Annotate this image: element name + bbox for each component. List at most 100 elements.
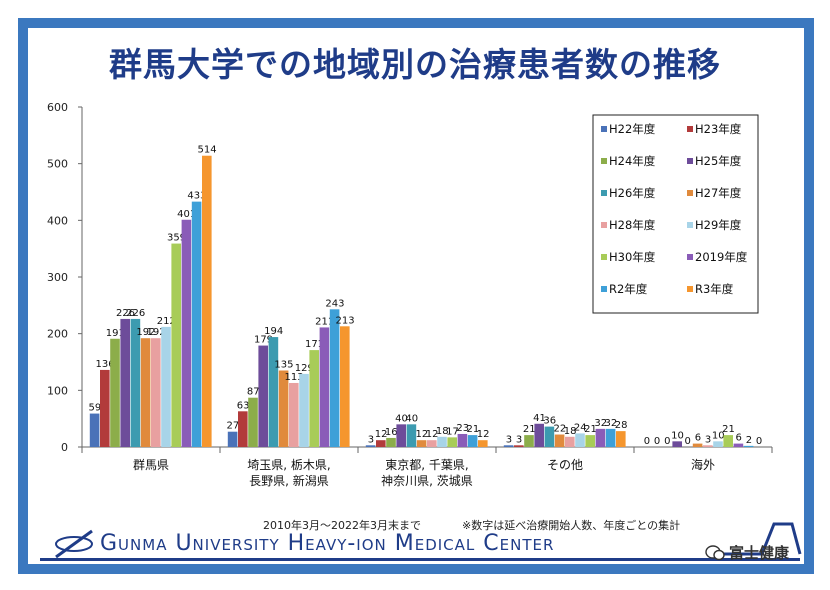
watermark: 富士健康: [705, 542, 789, 563]
bar: [140, 338, 151, 447]
legend-box: [592, 114, 759, 314]
count-note: ※数字は延べ治療開始人数、年度ごとの集計: [462, 519, 681, 532]
data-label: 0: [644, 436, 650, 447]
legend-label: H25年度: [695, 154, 742, 168]
data-label: 213: [336, 315, 355, 326]
category-label: 埼玉県, 栃木県,: [247, 458, 330, 472]
data-label: 17: [446, 426, 459, 437]
data-label: 23: [456, 423, 469, 434]
bar: [723, 435, 733, 447]
data-label: 113: [285, 372, 304, 383]
y-tick-label: 500: [47, 158, 68, 171]
legend-swatch: [601, 190, 607, 196]
y-tick-label: 0: [61, 441, 68, 454]
legend-swatch: [601, 286, 607, 292]
data-label: 179: [254, 335, 273, 346]
legend-swatch: [687, 158, 693, 164]
building-logo-icon: [722, 520, 802, 560]
data-label: 36: [543, 416, 556, 427]
data-label: 243: [325, 298, 344, 309]
bar: [299, 373, 309, 447]
legend-swatch: [601, 254, 607, 260]
data-label: 359: [167, 233, 186, 244]
bar: [544, 426, 555, 447]
footer-rule: [40, 558, 800, 561]
category-label: 群馬県: [133, 458, 169, 472]
category-label: その他: [547, 458, 583, 472]
bar: [171, 243, 181, 447]
data-label: 211: [315, 316, 334, 327]
bar: [503, 445, 514, 447]
data-label: 21: [467, 424, 480, 435]
bar: [713, 441, 723, 447]
bar: [289, 382, 299, 447]
data-label: 21: [722, 424, 735, 435]
bar: [733, 443, 744, 447]
data-label: 0: [756, 436, 762, 447]
data-label: 27: [227, 421, 240, 432]
bar-chart: 0100200300400500600591361912262261921922…: [47, 101, 773, 488]
data-label: 3: [506, 434, 512, 445]
period-note: 2010年3月～2022年3月末まで: [263, 519, 421, 532]
bar: [416, 440, 427, 447]
legend-label: R3年度: [695, 282, 734, 296]
bar: [319, 327, 330, 447]
gunma-logo-icon: [52, 527, 96, 565]
bar: [447, 437, 457, 447]
legend-swatch: [601, 222, 607, 228]
legend-label: H22年度: [609, 122, 656, 136]
bar: [437, 436, 447, 447]
data-label: 514: [198, 145, 217, 156]
data-label: 59: [89, 403, 102, 414]
bar: [340, 326, 350, 447]
data-label: 171: [305, 339, 324, 350]
bar: [278, 370, 289, 447]
data-label: 12: [375, 429, 388, 440]
legend-label: H30年度: [609, 250, 656, 264]
legend-swatch: [601, 126, 607, 132]
data-label: 401: [177, 209, 196, 220]
legend-label: H27年度: [695, 186, 742, 200]
bar: [703, 445, 713, 447]
y-tick-label: 100: [47, 384, 68, 397]
bar: [376, 440, 386, 447]
legend-label: H23年度: [695, 122, 742, 136]
bar: [202, 155, 212, 447]
data-label: 192: [136, 327, 155, 338]
data-label: 41: [533, 413, 546, 424]
legend-label: R2年度: [609, 282, 648, 296]
data-label: 6: [695, 433, 701, 444]
data-label: 32: [605, 418, 618, 429]
bar: [248, 397, 258, 447]
bar: [672, 441, 682, 447]
data-label: 21: [523, 424, 536, 435]
bar: [130, 318, 141, 447]
category-label: 海外: [691, 457, 715, 472]
bar: [227, 431, 238, 447]
data-label: 212: [157, 316, 176, 327]
data-label: 16: [385, 427, 398, 438]
chart-title: 群馬大学での地域別の治療患者数の推移: [109, 45, 721, 84]
bar: [100, 369, 110, 447]
data-label: 87: [247, 387, 260, 398]
data-label: 0: [685, 436, 691, 447]
y-tick-label: 600: [47, 101, 68, 114]
legend-swatch: [687, 190, 693, 196]
bar: [406, 424, 417, 447]
bar: [191, 201, 202, 447]
bar: [161, 326, 171, 447]
legend-swatch: [601, 158, 607, 164]
bar: [329, 309, 340, 447]
bar: [554, 434, 565, 447]
data-label: 226: [126, 308, 145, 319]
bar: [467, 435, 478, 447]
data-label: 135: [274, 360, 293, 371]
bar: [268, 337, 279, 447]
data-label: 136: [96, 359, 115, 370]
data-label: 28: [615, 420, 628, 431]
bar: [565, 436, 575, 447]
data-label: 2: [746, 435, 752, 446]
bar: [238, 411, 248, 447]
bar: [89, 413, 100, 447]
data-label: 40: [395, 413, 408, 424]
